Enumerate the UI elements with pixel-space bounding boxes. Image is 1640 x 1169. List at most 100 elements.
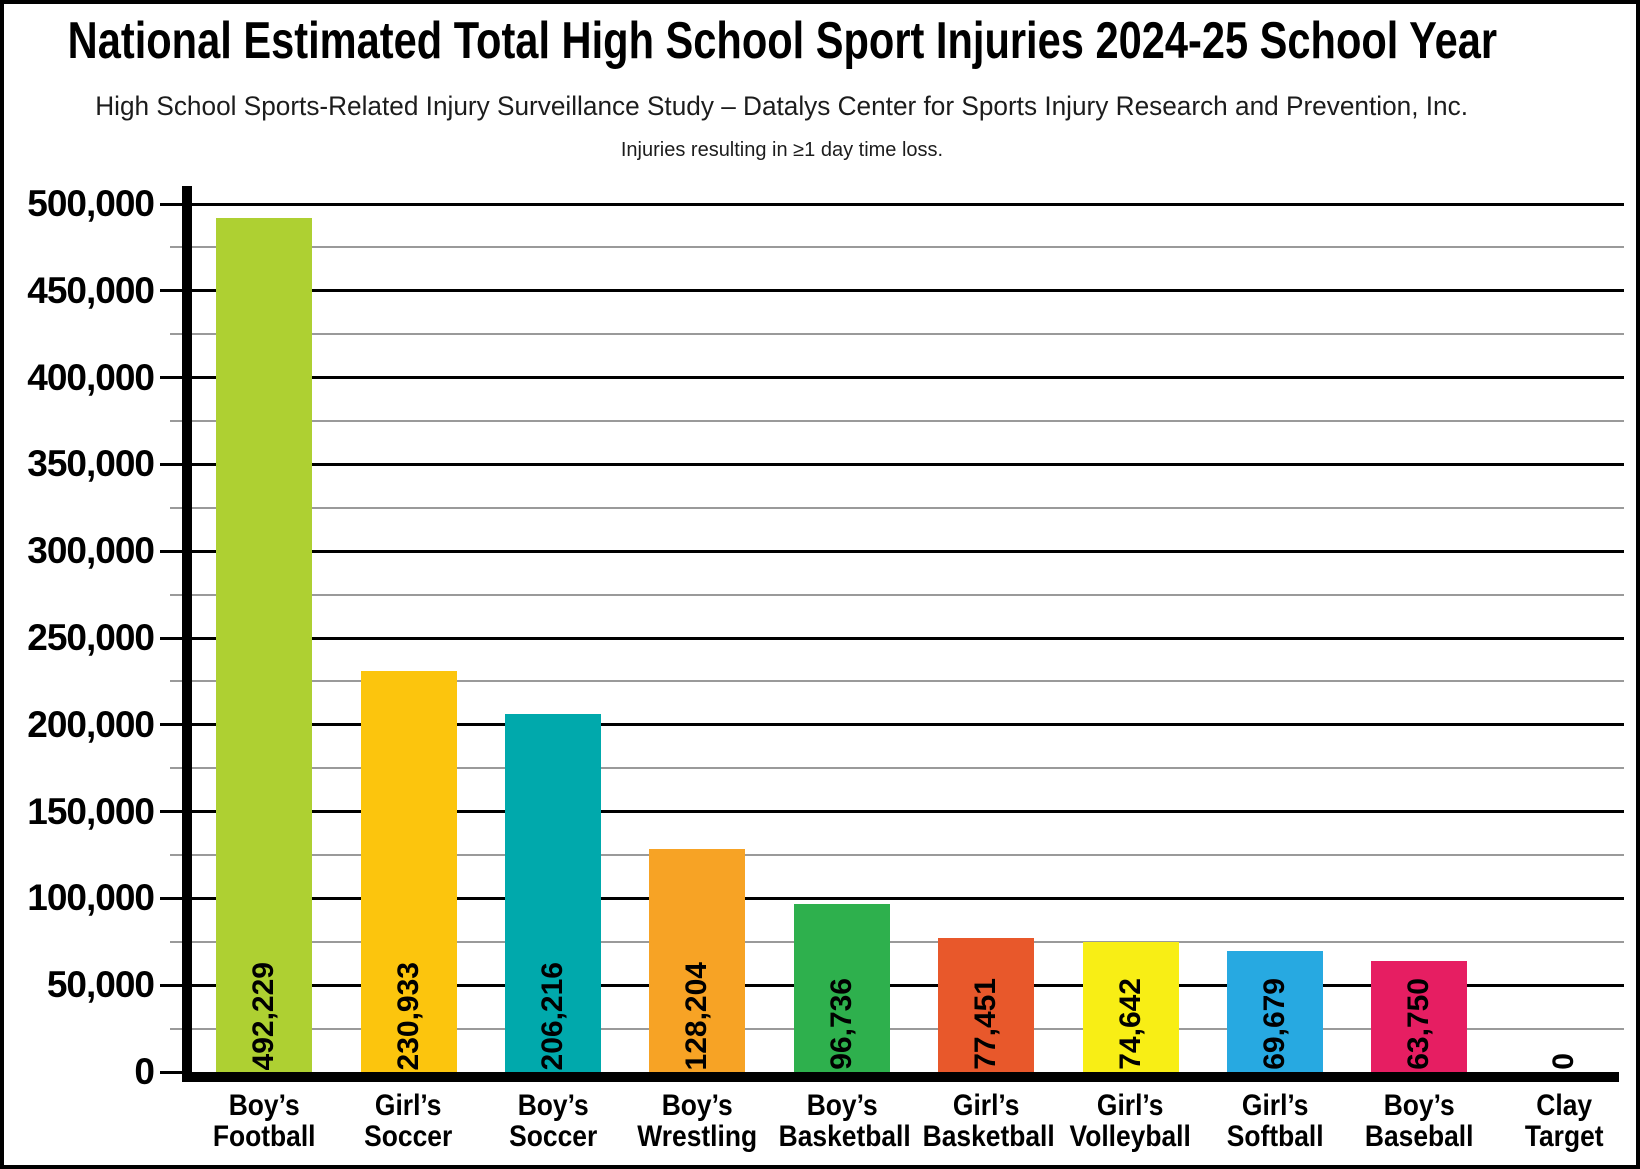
bar-value-label: 128,204 xyxy=(680,961,714,1070)
header: National Estimated Total High School Spo… xyxy=(4,12,1560,70)
gridline-major xyxy=(192,289,1624,293)
note-row: Injuries resulting in ≥1 day time loss. xyxy=(4,138,1560,163)
y-tick-label: 250,000 xyxy=(27,617,155,658)
subheader: High School Sports-Related Injury Survei… xyxy=(4,90,1560,124)
bar xyxy=(793,904,890,1072)
gridline-minor xyxy=(192,854,1624,856)
x-axis-label: Boy’s Wrestling xyxy=(625,1090,769,1152)
y-tick-label: 400,000 xyxy=(27,356,155,398)
x-axis-label-line: Soccer xyxy=(364,1120,453,1153)
gridline-minor xyxy=(192,420,1624,422)
bar xyxy=(1371,961,1468,1072)
y-tick-label: 50,000 xyxy=(46,964,155,1006)
y-minor-tick xyxy=(170,246,182,249)
y-major-tick xyxy=(160,462,182,466)
y-tick-label: 350,000 xyxy=(27,443,155,485)
y-tick-label: 450,000 xyxy=(27,269,155,311)
y-axis-line xyxy=(182,186,192,1082)
gridline-minor xyxy=(192,680,1624,683)
x-axis-label-line: Soccer xyxy=(508,1120,598,1153)
bar-value-label: 77,451 xyxy=(969,978,1003,1070)
bar-column: 206,216 xyxy=(481,204,625,1072)
x-axis-label: Clay Target xyxy=(1492,1090,1636,1152)
x-axis-label-line: Boy’s xyxy=(517,1089,589,1122)
bar-value-label: 74,642 xyxy=(1113,978,1147,1070)
x-axis-label: Girl’s Volleyball xyxy=(1058,1090,1202,1152)
y-tick-label: 0 xyxy=(134,1051,155,1092)
y-major-tick xyxy=(160,723,182,727)
bar xyxy=(938,937,1035,1072)
x-axis-label-line: Girl’s xyxy=(375,1089,442,1122)
gridline-major xyxy=(192,376,1624,380)
bar-column: 230,933 xyxy=(336,204,480,1072)
bar xyxy=(504,714,601,1072)
x-axis-label: Girl’s Basketball xyxy=(914,1090,1058,1152)
bar-column: 128,204 xyxy=(625,204,769,1072)
y-major-tick xyxy=(160,202,182,206)
gridline-minor xyxy=(192,593,1624,596)
bar xyxy=(216,217,313,1072)
x-axis-label: Girl’s Softball xyxy=(1203,1090,1347,1152)
gridline-minor xyxy=(192,767,1624,770)
y-minor-tick xyxy=(170,680,182,683)
y-minor-tick xyxy=(170,854,182,856)
x-axis-label: Boy’s Soccer xyxy=(481,1090,625,1152)
x-axis-label-line: Boy’s xyxy=(228,1089,300,1122)
x-axis-label-line: Girl’s xyxy=(952,1089,1020,1122)
y-minor-tick xyxy=(170,420,182,422)
y-major-tick xyxy=(160,549,182,553)
x-axis-label-line: Softball xyxy=(1226,1120,1324,1153)
x-axis-label-line: Football xyxy=(212,1120,316,1153)
gridline-major xyxy=(192,810,1624,814)
x-axis-label-line: Boy’s xyxy=(661,1089,733,1122)
y-major-tick xyxy=(160,376,182,380)
gridline-major xyxy=(192,636,1624,640)
bar-value-label: 0 xyxy=(1546,1053,1580,1070)
bar-value-label: 230,933 xyxy=(391,961,425,1070)
gridline-major xyxy=(192,202,1624,206)
y-major-tick xyxy=(160,983,182,987)
gridline-major xyxy=(192,723,1624,727)
bar xyxy=(1226,951,1323,1072)
bar xyxy=(360,671,457,1072)
chart-subtitle: High School Sports-Related Injury Survei… xyxy=(95,91,1469,121)
x-axis-label-line: Girl’s xyxy=(1097,1089,1164,1122)
x-axis-label: Boy’s Football xyxy=(192,1090,336,1152)
bar-value-label: 96,736 xyxy=(824,978,858,1070)
gridline-major xyxy=(192,549,1624,553)
gridline-major xyxy=(192,983,1624,987)
x-axis-label: Boy’s Baseball xyxy=(1347,1090,1491,1152)
x-axis-label-line: Clay xyxy=(1535,1089,1592,1122)
bar-column: 492,229 xyxy=(192,204,336,1072)
x-axis-baseline xyxy=(182,1072,1619,1082)
y-major-tick xyxy=(160,896,182,900)
y-minor-tick xyxy=(170,333,182,336)
y-minor-tick xyxy=(170,1027,182,1030)
chart-title: National Estimated Total High School Spo… xyxy=(67,12,1497,70)
bar xyxy=(1082,942,1179,1072)
x-axis-label-line: Boy’s xyxy=(806,1089,878,1122)
bar xyxy=(649,849,746,1072)
y-tick-label: 200,000 xyxy=(27,703,155,745)
chart-note: Injuries resulting in ≥1 day time loss. xyxy=(620,139,944,161)
y-minor-tick xyxy=(170,593,182,596)
x-axis-label-line: Basketball xyxy=(778,1120,911,1153)
y-minor-tick xyxy=(170,506,182,509)
bar-column: 0 xyxy=(1492,204,1636,1072)
gridline-major xyxy=(192,896,1624,900)
gridline-minor xyxy=(192,1027,1624,1030)
y-major-tick xyxy=(160,810,182,814)
gridline-minor xyxy=(192,246,1624,249)
x-axis-label-line: Boy’s xyxy=(1383,1089,1455,1122)
x-axis-label-line: Target xyxy=(1524,1120,1604,1153)
bar-value-label: 206,216 xyxy=(535,961,569,1070)
x-axis-label: Girl’s Soccer xyxy=(336,1090,480,1152)
bar-value-label: 492,229 xyxy=(247,961,281,1070)
gridline-minor xyxy=(192,940,1624,943)
bar-column: 63,750 xyxy=(1347,204,1491,1072)
x-axis-label-line: Basketball xyxy=(922,1120,1055,1153)
bar-column: 96,736 xyxy=(770,204,914,1072)
x-axis-label-line: Girl’s xyxy=(1241,1089,1309,1122)
gridline-minor xyxy=(192,506,1624,509)
